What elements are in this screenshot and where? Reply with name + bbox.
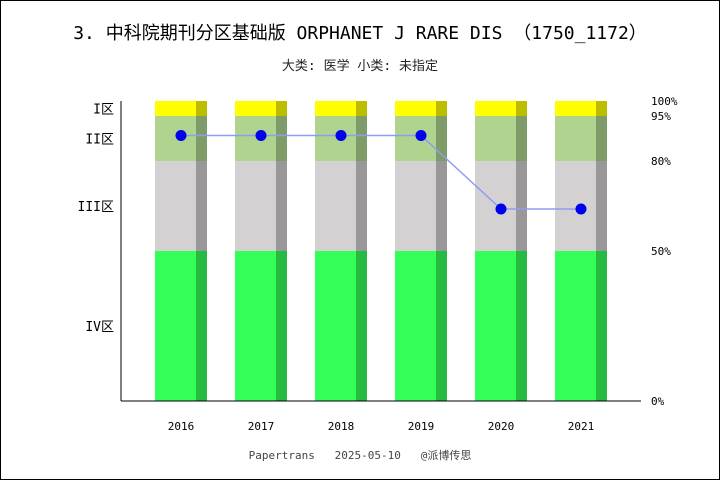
chart-subtitle: 大类: 医学 小类: 未指定 <box>282 58 438 74</box>
bar-segment-2020-zone-2 <box>475 116 516 161</box>
right-tick-50: 50% <box>651 245 671 258</box>
bar-segment-2018-zone-3 <box>315 161 356 251</box>
bar-shade-2018-zone-4 <box>356 251 367 401</box>
zone-label-4: IV区 <box>85 320 114 335</box>
bar-segment-2016-zone-4 <box>155 251 196 401</box>
bar-2018 <box>315 101 367 401</box>
bar-shade-2019-zone-1 <box>436 101 447 116</box>
bar-segment-2017-zone-2 <box>235 116 276 161</box>
bar-2017 <box>235 101 287 401</box>
bar-segment-2019-zone-4 <box>395 251 436 401</box>
bar-shade-2016-zone-1 <box>196 101 207 116</box>
bar-segment-2021-zone-3 <box>555 161 596 251</box>
series-point-2020 <box>495 203 507 215</box>
bar-segment-2016-zone-2 <box>155 116 196 161</box>
bar-shade-2017-zone-1 <box>276 101 287 116</box>
series-point-2021 <box>575 203 587 215</box>
bar-shade-2017-zone-2 <box>276 116 287 161</box>
right-ticks-group: 100% 95% 80% 50% 0% <box>651 95 678 408</box>
series-point-2017 <box>255 130 267 141</box>
bar-2016 <box>155 101 207 401</box>
bar-segment-2021-zone-2 <box>555 116 596 161</box>
bar-2021 <box>555 101 607 401</box>
bar-segment-2019-zone-2 <box>395 116 436 161</box>
zone-labels-group: I区 II区 III区 IV区 <box>78 103 114 336</box>
x-tick-2016: 2016 <box>168 420 195 433</box>
bar-shade-2016-zone-4 <box>196 251 207 401</box>
bar-shade-2019-zone-3 <box>436 161 447 251</box>
bar-segment-2021-zone-4 <box>555 251 596 401</box>
zone-label-1: I区 <box>93 103 114 118</box>
bar-shade-2020-zone-4 <box>516 251 527 401</box>
bar-shade-2021-zone-3 <box>596 161 607 251</box>
chart-title: 3. 中科院期刊分区基础版 ORPHANET J RARE DIS （1750_… <box>73 23 647 44</box>
right-tick-80: 80% <box>651 155 671 168</box>
x-tick-2018: 2018 <box>328 420 355 433</box>
bar-shade-2018-zone-1 <box>356 101 367 116</box>
bar-shade-2020-zone-2 <box>516 116 527 161</box>
bar-shade-2016-zone-2 <box>196 116 207 161</box>
bar-segment-2020-zone-1 <box>475 101 516 116</box>
bars-group <box>155 101 607 401</box>
bar-shade-2021-zone-1 <box>596 101 607 116</box>
x-ticks-group: 2016 2017 2018 2019 2020 2021 <box>168 420 595 433</box>
chart-footer: Papertrans 2025-05-10 @派博传思 <box>249 449 472 462</box>
bar-segment-2018-zone-4 <box>315 251 356 401</box>
series-point-2019 <box>415 130 427 141</box>
series-line-1 <box>181 134 581 210</box>
bar-segment-2017-zone-1 <box>235 101 276 116</box>
bar-segment-2019-zone-3 <box>395 161 436 251</box>
bar-2020 <box>475 101 527 401</box>
right-tick-95: 95% <box>651 110 671 123</box>
x-tick-2020: 2020 <box>488 420 515 433</box>
series-group <box>175 130 587 215</box>
zone-label-3: III区 <box>78 200 114 215</box>
bar-shade-2017-zone-3 <box>276 161 287 251</box>
bar-2019 <box>395 101 447 401</box>
x-tick-2017: 2017 <box>248 420 275 433</box>
bar-segment-2021-zone-1 <box>555 101 596 116</box>
x-tick-2021: 2021 <box>568 420 595 433</box>
bar-shade-2021-zone-4 <box>596 251 607 401</box>
right-tick-100: 100% <box>651 95 678 108</box>
bar-segment-2017-zone-3 <box>235 161 276 251</box>
bar-shade-2020-zone-3 <box>516 161 527 251</box>
bar-segment-2016-zone-3 <box>155 161 196 251</box>
right-tick-0: 0% <box>651 395 665 408</box>
zone-label-2: II区 <box>85 133 114 148</box>
bar-segment-2018-zone-1 <box>315 101 356 116</box>
bar-segment-2020-zone-4 <box>475 251 516 401</box>
bar-shade-2018-zone-3 <box>356 161 367 251</box>
bar-shade-2019-zone-4 <box>436 251 447 401</box>
bar-shade-2016-zone-3 <box>196 161 207 251</box>
x-tick-2019: 2019 <box>408 420 435 433</box>
bar-shade-2019-zone-2 <box>436 116 447 161</box>
series-point-2018 <box>335 130 347 141</box>
bar-segment-2020-zone-3 <box>475 161 516 251</box>
bar-shade-2017-zone-4 <box>276 251 287 401</box>
bar-segment-2016-zone-1 <box>155 101 196 116</box>
bar-segment-2019-zone-1 <box>395 101 436 116</box>
bar-segment-2018-zone-2 <box>315 116 356 161</box>
series-point-2016 <box>175 130 187 141</box>
bar-segment-2017-zone-4 <box>235 251 276 401</box>
bar-shade-2018-zone-2 <box>356 116 367 161</box>
bar-shade-2020-zone-1 <box>516 101 527 116</box>
bar-shade-2021-zone-2 <box>596 116 607 161</box>
